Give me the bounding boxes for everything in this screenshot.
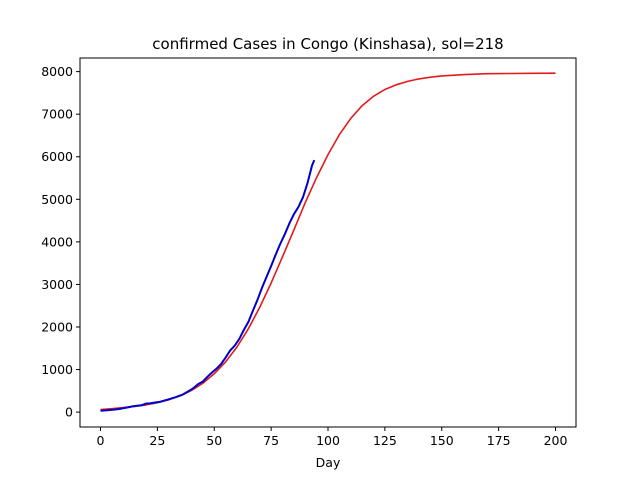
x-tick-label: 50 (206, 433, 222, 448)
chart-title: confirmed Cases in Congo (Kinshasa), sol… (152, 35, 503, 53)
y-tick-label: 5000 (41, 192, 73, 207)
y-tick-label: 4000 (41, 234, 73, 249)
x-tick-label: 75 (263, 433, 279, 448)
plot-area (100, 72, 556, 412)
x-axis-label: Day (316, 455, 341, 470)
x-tick-label: 0 (97, 433, 105, 448)
x-tick-label: 150 (430, 433, 454, 448)
x-tick-label: 25 (149, 433, 165, 448)
y-tick-label: 6000 (41, 149, 73, 164)
x-tick-label: 175 (487, 433, 511, 448)
y-tick-label: 3000 (41, 277, 73, 292)
axes: 0 25 50 75 100 125 150 175 200010002000300040005… (41, 57, 577, 448)
series-line-observed (100, 159, 316, 412)
x-tick-label: 125 (373, 433, 397, 448)
y-tick-label: 2000 (41, 319, 73, 334)
y-tick-label: 0 (65, 405, 73, 420)
y-tick-label: 1000 (41, 362, 73, 377)
x-tick-label: 100 (316, 433, 340, 448)
y-tick-label: 7000 (41, 107, 73, 122)
x-tick-label: 200 (544, 433, 568, 448)
y-tick-label: 8000 (41, 64, 73, 79)
